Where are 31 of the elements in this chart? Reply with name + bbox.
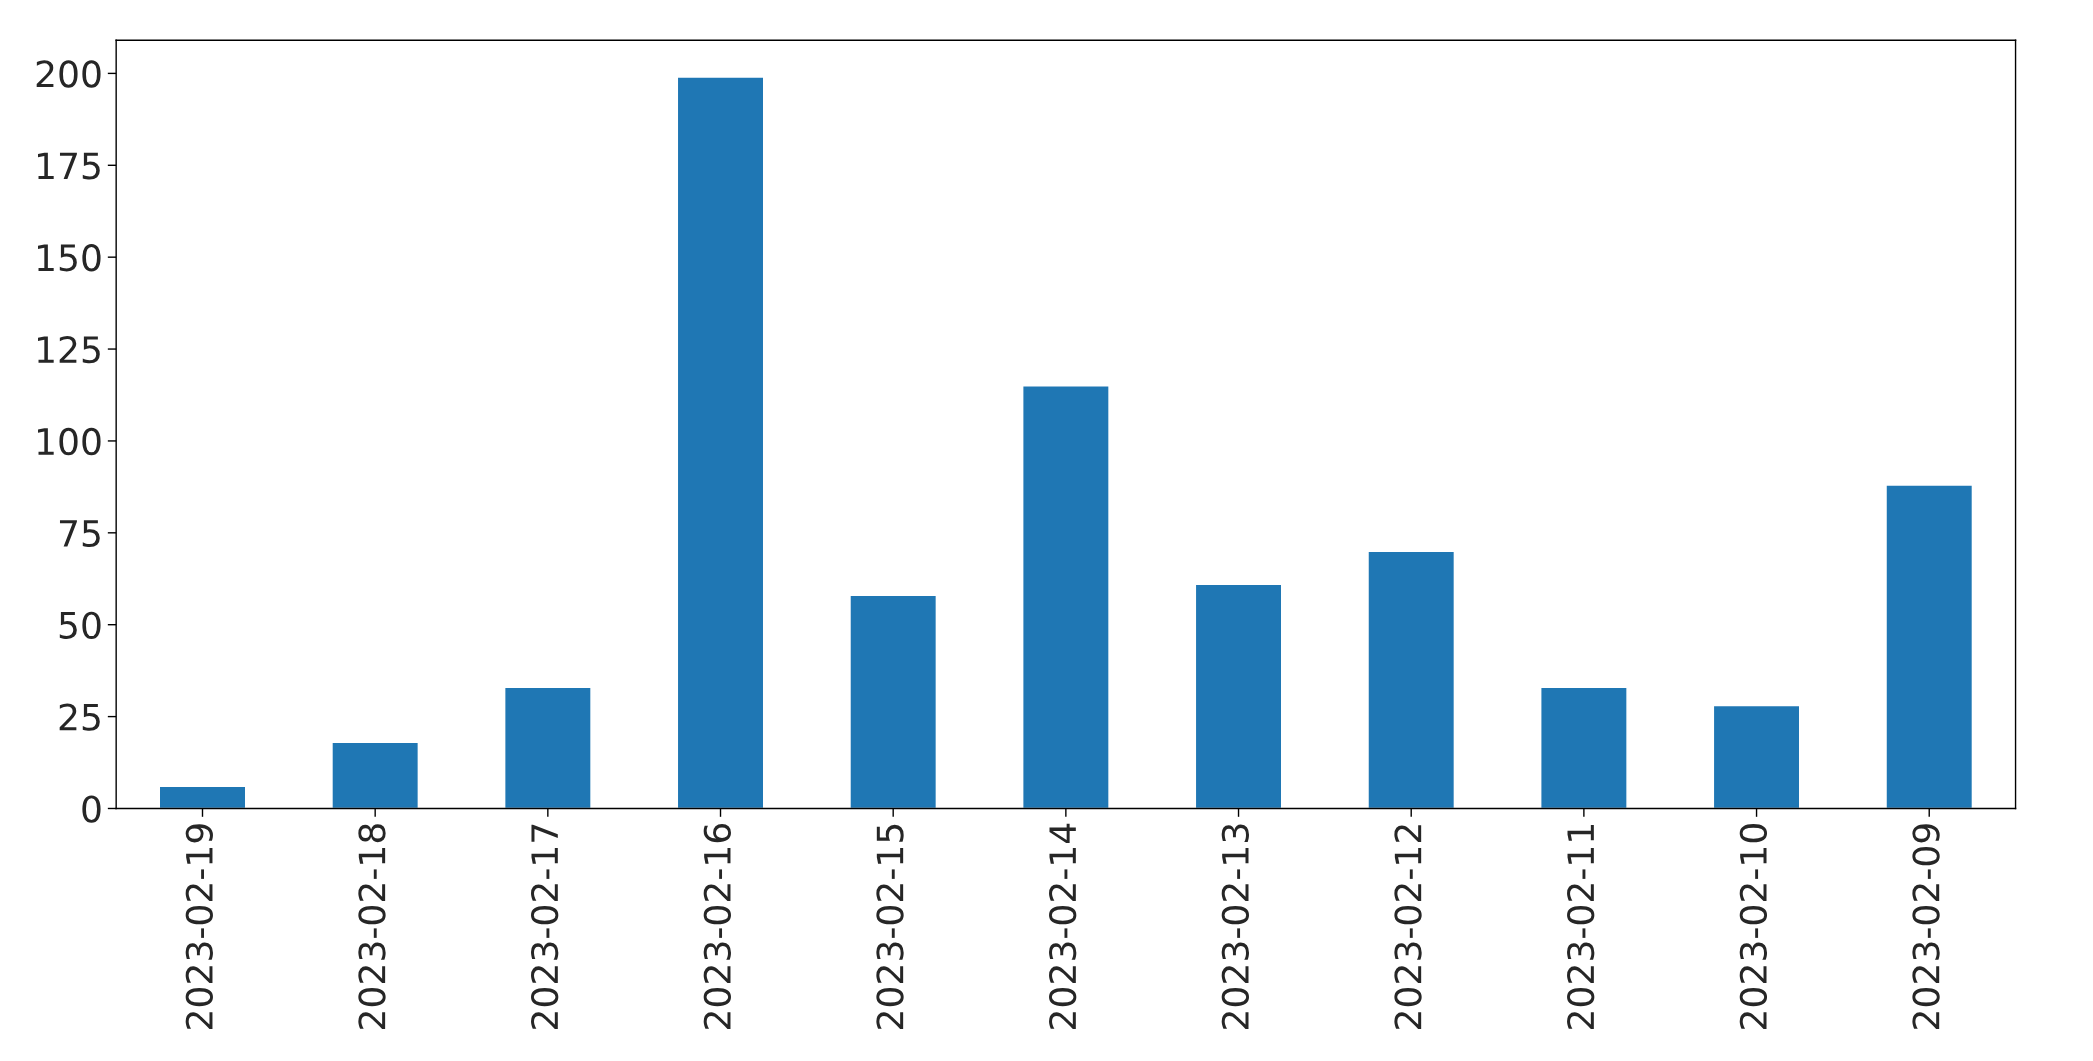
bar [1885,484,1974,809]
bar [1194,583,1283,809]
x-tick-label: 2023-02-10 [1739,824,1768,1029]
y-tick-label: 175 [38,152,100,180]
x-tick-label: 2023-02-14 [1049,823,1077,1029]
y-tick-label: 100 [38,427,101,456]
y-tick-label: 150 [38,244,101,272]
bar [1021,385,1110,809]
x-tick-label: 2023-02-18 [358,824,386,1029]
y-tick-label: 25 [59,703,100,731]
bar [676,76,765,809]
x-tick-label: 2023-02-12 [1394,825,1422,1029]
bar [1712,704,1801,809]
y-tick-label: 75 [59,520,100,548]
bar [503,686,592,809]
bar [1367,550,1456,809]
y-tick-label: 50 [59,611,101,639]
y-tick-label: 200 [36,60,101,88]
x-tick-label: 2023-02-16 [703,823,731,1029]
bar [158,785,247,809]
x-tick-label: 2023-02-09 [1912,824,1940,1029]
x-tick-label: 2023-02-11 [1567,825,1595,1029]
y-tick-label: 125 [38,335,100,364]
bar [1540,686,1628,809]
bar [849,594,938,809]
y-tick-label: 0 [82,795,101,823]
x-tick-label: 2023-02-17 [531,824,559,1029]
x-tick-label: 2023-02-15 [876,824,904,1029]
x-tick-label: 2023-02-13 [1221,824,1250,1029]
x-tick-label: 2023-02-19 [185,824,213,1029]
bar [331,741,420,809]
